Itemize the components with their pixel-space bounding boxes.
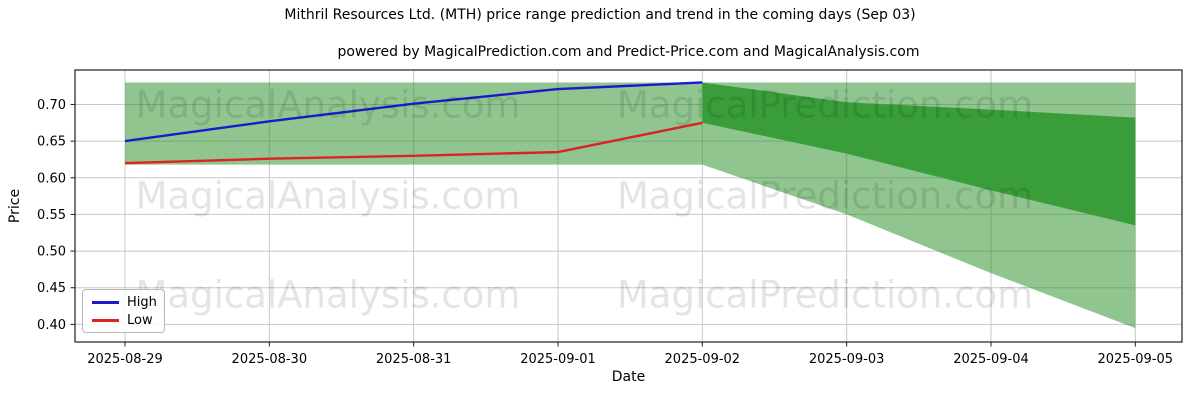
low-line xyxy=(124,121,703,165)
y-tick-label: 0.40 xyxy=(37,318,66,333)
y-tick-label: 0.45 xyxy=(37,281,66,296)
x-tick-label: 2025-09-03 xyxy=(809,352,885,367)
legend-item-low: Low xyxy=(92,314,155,327)
chart-title: Mithril Resources Ltd. (MTH) price range… xyxy=(284,7,916,23)
history-range-band xyxy=(125,82,703,165)
y-tick-label: 0.60 xyxy=(37,171,66,186)
x-tick-label: 2025-09-05 xyxy=(1098,352,1174,367)
x-tick-label: 2025-09-02 xyxy=(665,352,741,367)
x-tick-label: 2025-09-04 xyxy=(953,352,1029,367)
legend: High Low xyxy=(82,289,165,333)
x-axis-label: Date xyxy=(611,369,646,385)
legend-item-high: High xyxy=(92,295,157,310)
x-tick-label: 2025-08-29 xyxy=(87,352,163,367)
high-line xyxy=(124,81,703,143)
forecast-range-inner-band xyxy=(702,82,1136,226)
chart-subtitle: powered by MagicalPrediction.com and Pre… xyxy=(337,44,920,60)
y-tick-label: 0.65 xyxy=(37,135,66,150)
x-tick-label: 2025-08-31 xyxy=(376,352,452,367)
y-axis-label: Price xyxy=(7,188,23,224)
y-tick-label: 0.50 xyxy=(37,245,66,260)
legend-label-low: Low xyxy=(127,313,153,328)
low-line-swatch xyxy=(92,319,119,322)
high-line-swatch xyxy=(92,301,119,304)
y-tick-label: 0.70 xyxy=(37,98,66,113)
x-tick-label: 2025-08-30 xyxy=(232,352,308,367)
x-tick-label: 2025-09-01 xyxy=(520,352,596,367)
plot-border xyxy=(74,69,1183,343)
legend-label-high: High xyxy=(127,295,157,310)
y-tick-label: 0.55 xyxy=(37,208,66,223)
